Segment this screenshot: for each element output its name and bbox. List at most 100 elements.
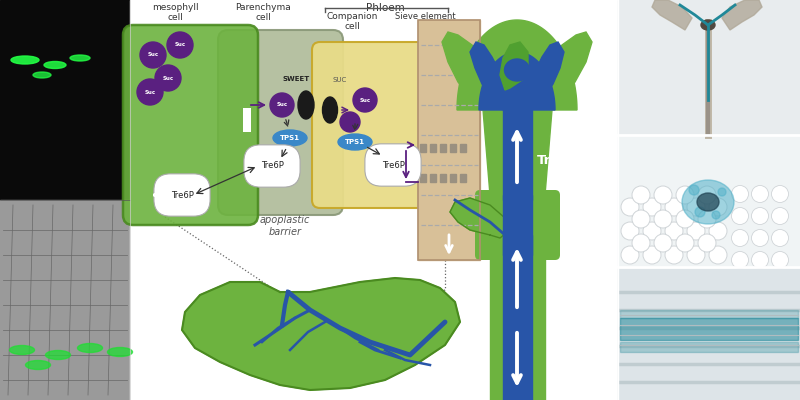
Circle shape (167, 32, 193, 58)
Ellipse shape (10, 346, 34, 354)
Circle shape (340, 112, 360, 132)
Circle shape (771, 186, 789, 202)
Ellipse shape (701, 20, 715, 30)
Circle shape (771, 252, 789, 268)
Polygon shape (470, 42, 503, 110)
Circle shape (621, 198, 639, 216)
Bar (420, 174, 426, 182)
Bar (0, 0, 130, 200)
Circle shape (771, 230, 789, 246)
Text: Sieve element: Sieve element (394, 12, 455, 21)
Circle shape (731, 230, 749, 246)
Circle shape (643, 198, 661, 216)
Bar (420, 144, 426, 152)
Circle shape (665, 222, 683, 240)
Circle shape (643, 222, 661, 240)
Circle shape (698, 186, 716, 204)
Polygon shape (532, 110, 552, 195)
Polygon shape (182, 278, 460, 390)
Text: Suc: Suc (359, 98, 370, 102)
Circle shape (731, 208, 749, 224)
Circle shape (621, 222, 639, 240)
Bar (490, 235, 503, 400)
Circle shape (665, 198, 683, 216)
Text: TPS1: TPS1 (345, 139, 365, 145)
Text: SWEET: SWEET (282, 76, 310, 82)
Circle shape (687, 246, 705, 264)
Text: Suc: Suc (145, 90, 155, 94)
Bar (460, 174, 466, 182)
Circle shape (654, 210, 672, 228)
Circle shape (731, 186, 749, 202)
Ellipse shape (682, 180, 734, 224)
Circle shape (676, 186, 694, 204)
Polygon shape (500, 42, 528, 90)
FancyBboxPatch shape (123, 25, 258, 225)
Ellipse shape (44, 62, 66, 68)
Text: apoplastic
barrier: apoplastic barrier (260, 215, 310, 236)
Text: SUC: SUC (333, 77, 347, 83)
Circle shape (698, 210, 716, 228)
Circle shape (751, 208, 769, 224)
Ellipse shape (322, 97, 338, 123)
Text: Tre6P: Tre6P (170, 190, 194, 200)
Circle shape (695, 207, 705, 217)
Text: Suc: Suc (174, 42, 186, 48)
Bar (430, 174, 436, 182)
Circle shape (676, 234, 694, 252)
Circle shape (698, 234, 716, 252)
Circle shape (632, 210, 650, 228)
Polygon shape (722, 0, 762, 30)
Polygon shape (479, 52, 555, 110)
Text: Tre6P: Tre6P (537, 154, 579, 166)
Ellipse shape (46, 350, 70, 360)
Bar (532, 235, 545, 400)
Circle shape (731, 252, 749, 268)
Circle shape (709, 222, 727, 240)
Bar (618, 267, 800, 400)
Text: Phloem: Phloem (366, 3, 404, 13)
Bar (620, 342, 798, 352)
Text: Suc: Suc (147, 52, 158, 58)
Circle shape (712, 211, 720, 219)
Bar (503, 195, 532, 255)
Bar (618, 135, 800, 267)
Bar (460, 144, 466, 152)
Ellipse shape (70, 55, 90, 61)
Circle shape (632, 234, 650, 252)
Circle shape (155, 65, 181, 91)
Circle shape (665, 246, 683, 264)
Ellipse shape (26, 360, 50, 370)
Circle shape (771, 208, 789, 224)
Circle shape (632, 186, 650, 204)
Bar (620, 318, 798, 340)
Polygon shape (442, 32, 503, 110)
Ellipse shape (273, 130, 307, 146)
Bar (450, 144, 456, 152)
Bar (618, 0, 800, 135)
Circle shape (687, 222, 705, 240)
Text: Parenchyma
cell: Parenchyma cell (235, 3, 291, 22)
Circle shape (654, 234, 672, 252)
FancyBboxPatch shape (475, 190, 560, 260)
Bar (430, 144, 436, 152)
Circle shape (353, 88, 377, 112)
Polygon shape (483, 110, 503, 195)
Circle shape (643, 246, 661, 264)
FancyBboxPatch shape (312, 42, 431, 208)
Bar (440, 174, 446, 182)
Ellipse shape (11, 56, 39, 64)
Circle shape (140, 42, 166, 68)
Text: Companion
cell: Companion cell (326, 12, 378, 31)
FancyBboxPatch shape (218, 30, 343, 215)
Text: TPS1: TPS1 (280, 135, 300, 141)
Polygon shape (652, 0, 692, 30)
Text: Suc: Suc (277, 102, 287, 108)
Bar (503, 108, 532, 200)
Circle shape (751, 230, 769, 246)
Ellipse shape (33, 72, 51, 78)
Text: Suc: Suc (162, 76, 174, 80)
Bar (243, 108, 251, 132)
Circle shape (718, 188, 726, 196)
Polygon shape (532, 42, 564, 110)
